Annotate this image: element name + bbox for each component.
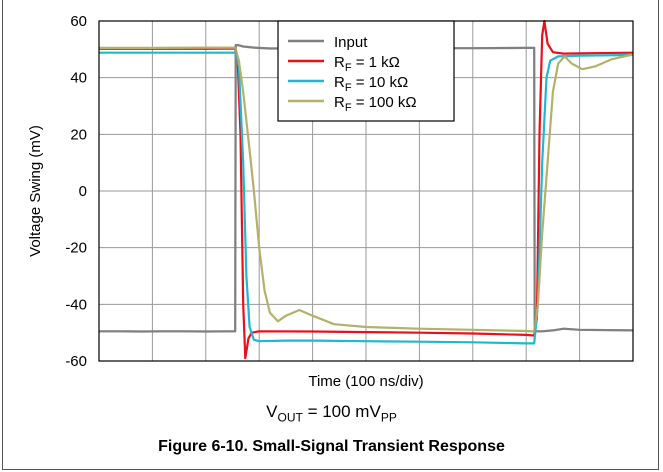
series-line [99,44,634,333]
y-tick-label: 0 [79,183,87,200]
y-tick-label: -40 [65,296,87,313]
series-line [99,46,634,333]
x-axis-label: Time (100 ns/div) [308,373,423,390]
y-axis-label: Voltage Swing (mV) [27,125,44,257]
transient-response-chart: 60 40 20 0 -20 -40 -60 Voltage Swing (mV) Time… [27,13,634,390]
y-tick-labels: 60 40 20 0 -20 -40 -60 [65,13,87,370]
series-line-input-overlay [99,44,634,333]
condition-value: = 100 mV [302,402,381,421]
legend-entry: RF = 10 kΩ [334,74,408,94]
y-tick-label: 20 [70,126,87,143]
condition-out-subscript: OUT [277,410,303,425]
condition-pp-subscript: PP [380,410,397,425]
legend-entry: Input [334,34,368,51]
legend-entry: RF = 100 kΩ [334,94,417,114]
chart-series [99,19,634,360]
legend-entry: RF = 1 kΩ [334,54,400,74]
condition-v: V [266,402,278,421]
legend-box [277,20,455,122]
y-tick-label: -20 [65,240,87,257]
output-voltage-condition: VOUT = 100 mVPP [0,402,663,424]
y-tick-label: 60 [70,13,87,30]
y-tick-label: -60 [65,353,87,370]
y-tick-label: 40 [70,70,87,87]
figure-caption: Figure 6-10. Small-Signal Transient Resp… [158,438,505,455]
